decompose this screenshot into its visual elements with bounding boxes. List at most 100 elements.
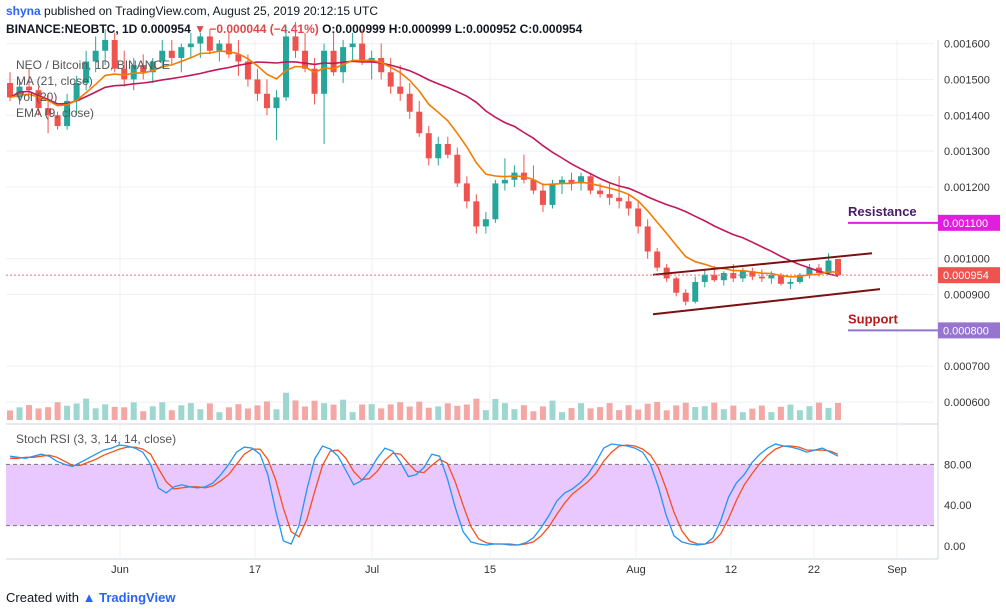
candle-body <box>692 281 699 302</box>
candle-body <box>187 43 194 48</box>
candle-body <box>178 47 185 58</box>
level-lines: 0.000954 0.001100 0.000800 <box>6 214 1000 339</box>
volume-bar <box>539 406 546 420</box>
volume-bar <box>244 408 251 420</box>
candle-body <box>825 260 832 274</box>
candle-body <box>787 281 794 284</box>
created-with: Created with <box>6 590 79 605</box>
price-tick-label: 0.001400 <box>944 110 990 122</box>
volume-bar <box>168 410 175 420</box>
rsi-k-line <box>9 443 839 546</box>
candle-body <box>796 274 803 282</box>
time-tick-label: 12 <box>725 564 737 576</box>
volume-bar <box>26 405 33 420</box>
candle-body <box>244 61 251 80</box>
candle-body <box>673 278 680 293</box>
candle-body <box>492 183 499 220</box>
volume-bar <box>758 405 765 420</box>
candle-body <box>349 43 356 48</box>
ema-line <box>9 50 839 278</box>
candle-body <box>568 179 575 184</box>
support-tag <box>938 322 1000 339</box>
volume-bar <box>597 407 604 420</box>
candle-body <box>397 86 404 94</box>
volume-bar <box>559 412 565 420</box>
candle-body <box>711 274 718 281</box>
price-tick-label: 0.001600 <box>944 39 990 51</box>
candle-body <box>444 143 451 155</box>
volume-bar <box>644 403 651 420</box>
candle-body <box>121 68 128 80</box>
candle-body <box>425 133 432 159</box>
time-tick-label: 17 <box>249 564 261 576</box>
volume-bar <box>701 406 708 420</box>
support-text: Support <box>848 311 898 326</box>
time-tick-label: Sep <box>887 564 907 576</box>
volume-bar <box>330 404 337 420</box>
candle-body <box>330 50 337 73</box>
volume-bar <box>16 407 23 420</box>
ema-legend: EMA (9, close) <box>16 106 95 120</box>
volume-bar <box>530 411 537 420</box>
vol-legend: Vol (20) <box>16 90 58 104</box>
ohlc-line: BINANCE:NEOBTC, 1D 0.000954 ▼ −0.000044 … <box>6 22 582 36</box>
tradingview-icon: ▲ <box>82 590 96 605</box>
volume-bar <box>206 403 213 420</box>
candle-body <box>482 219 489 227</box>
volume-bar <box>140 411 147 420</box>
candle-body <box>815 267 822 274</box>
volume-bar <box>473 398 480 420</box>
tradingview-brand[interactable]: TradingView <box>99 590 176 605</box>
volume-bar <box>102 404 109 420</box>
volume-bar <box>482 410 489 420</box>
price-tick-label: 0.001000 <box>944 254 990 266</box>
candle-body <box>473 201 480 227</box>
resistance-tag-label: 0.001100 <box>943 218 988 230</box>
volume-bar <box>111 406 118 420</box>
candle-body <box>644 226 651 252</box>
rsi-band <box>6 464 934 526</box>
volume-bar <box>149 406 156 420</box>
channel-lower <box>652 288 881 316</box>
volume-bar <box>654 401 661 420</box>
candle-body <box>225 43 232 55</box>
volume-bar <box>368 404 375 420</box>
published-text: published on TradingView.com, August 25,… <box>44 4 379 18</box>
candle-body <box>140 65 147 73</box>
candle-body <box>273 97 280 109</box>
candle-body <box>340 47 347 73</box>
candle-body <box>54 115 61 127</box>
time-tick-label: Aug <box>626 564 646 576</box>
candle-body <box>730 273 737 279</box>
support-tag-label: 0.000800 <box>943 325 989 337</box>
candle-body <box>463 183 470 202</box>
candle-body <box>835 259 841 276</box>
volume-bar <box>796 410 803 420</box>
volume-bar <box>359 404 366 420</box>
volume-bar <box>587 408 594 420</box>
author-name[interactable]: shyna <box>6 4 41 18</box>
volume-bars <box>7 392 841 420</box>
volume-bar <box>625 405 632 420</box>
candle-body <box>597 190 604 195</box>
candle-body <box>159 50 166 62</box>
volume-bar <box>777 406 784 420</box>
last-price-tag-label: 0.000954 <box>943 270 989 282</box>
ma-line <box>9 60 839 277</box>
candle-body <box>235 54 242 62</box>
candle-body <box>73 83 80 101</box>
volume-bar <box>292 400 299 420</box>
price-tick-label: 0.000900 <box>944 290 990 302</box>
candle-body <box>454 154 461 184</box>
published-line: shyna published on TradingView.com, Augu… <box>6 4 378 18</box>
candle-body <box>539 190 546 205</box>
candle-body <box>45 108 52 116</box>
footer: Created with ▲ TradingView <box>6 590 175 605</box>
candles <box>7 22 841 306</box>
candle-body <box>35 90 42 109</box>
candle-body <box>406 93 413 112</box>
candle-body <box>549 183 556 205</box>
chart-title-legend: NEO / Bitcoin, 1D, BINANCE <box>16 58 171 72</box>
candle-body <box>254 79 261 94</box>
